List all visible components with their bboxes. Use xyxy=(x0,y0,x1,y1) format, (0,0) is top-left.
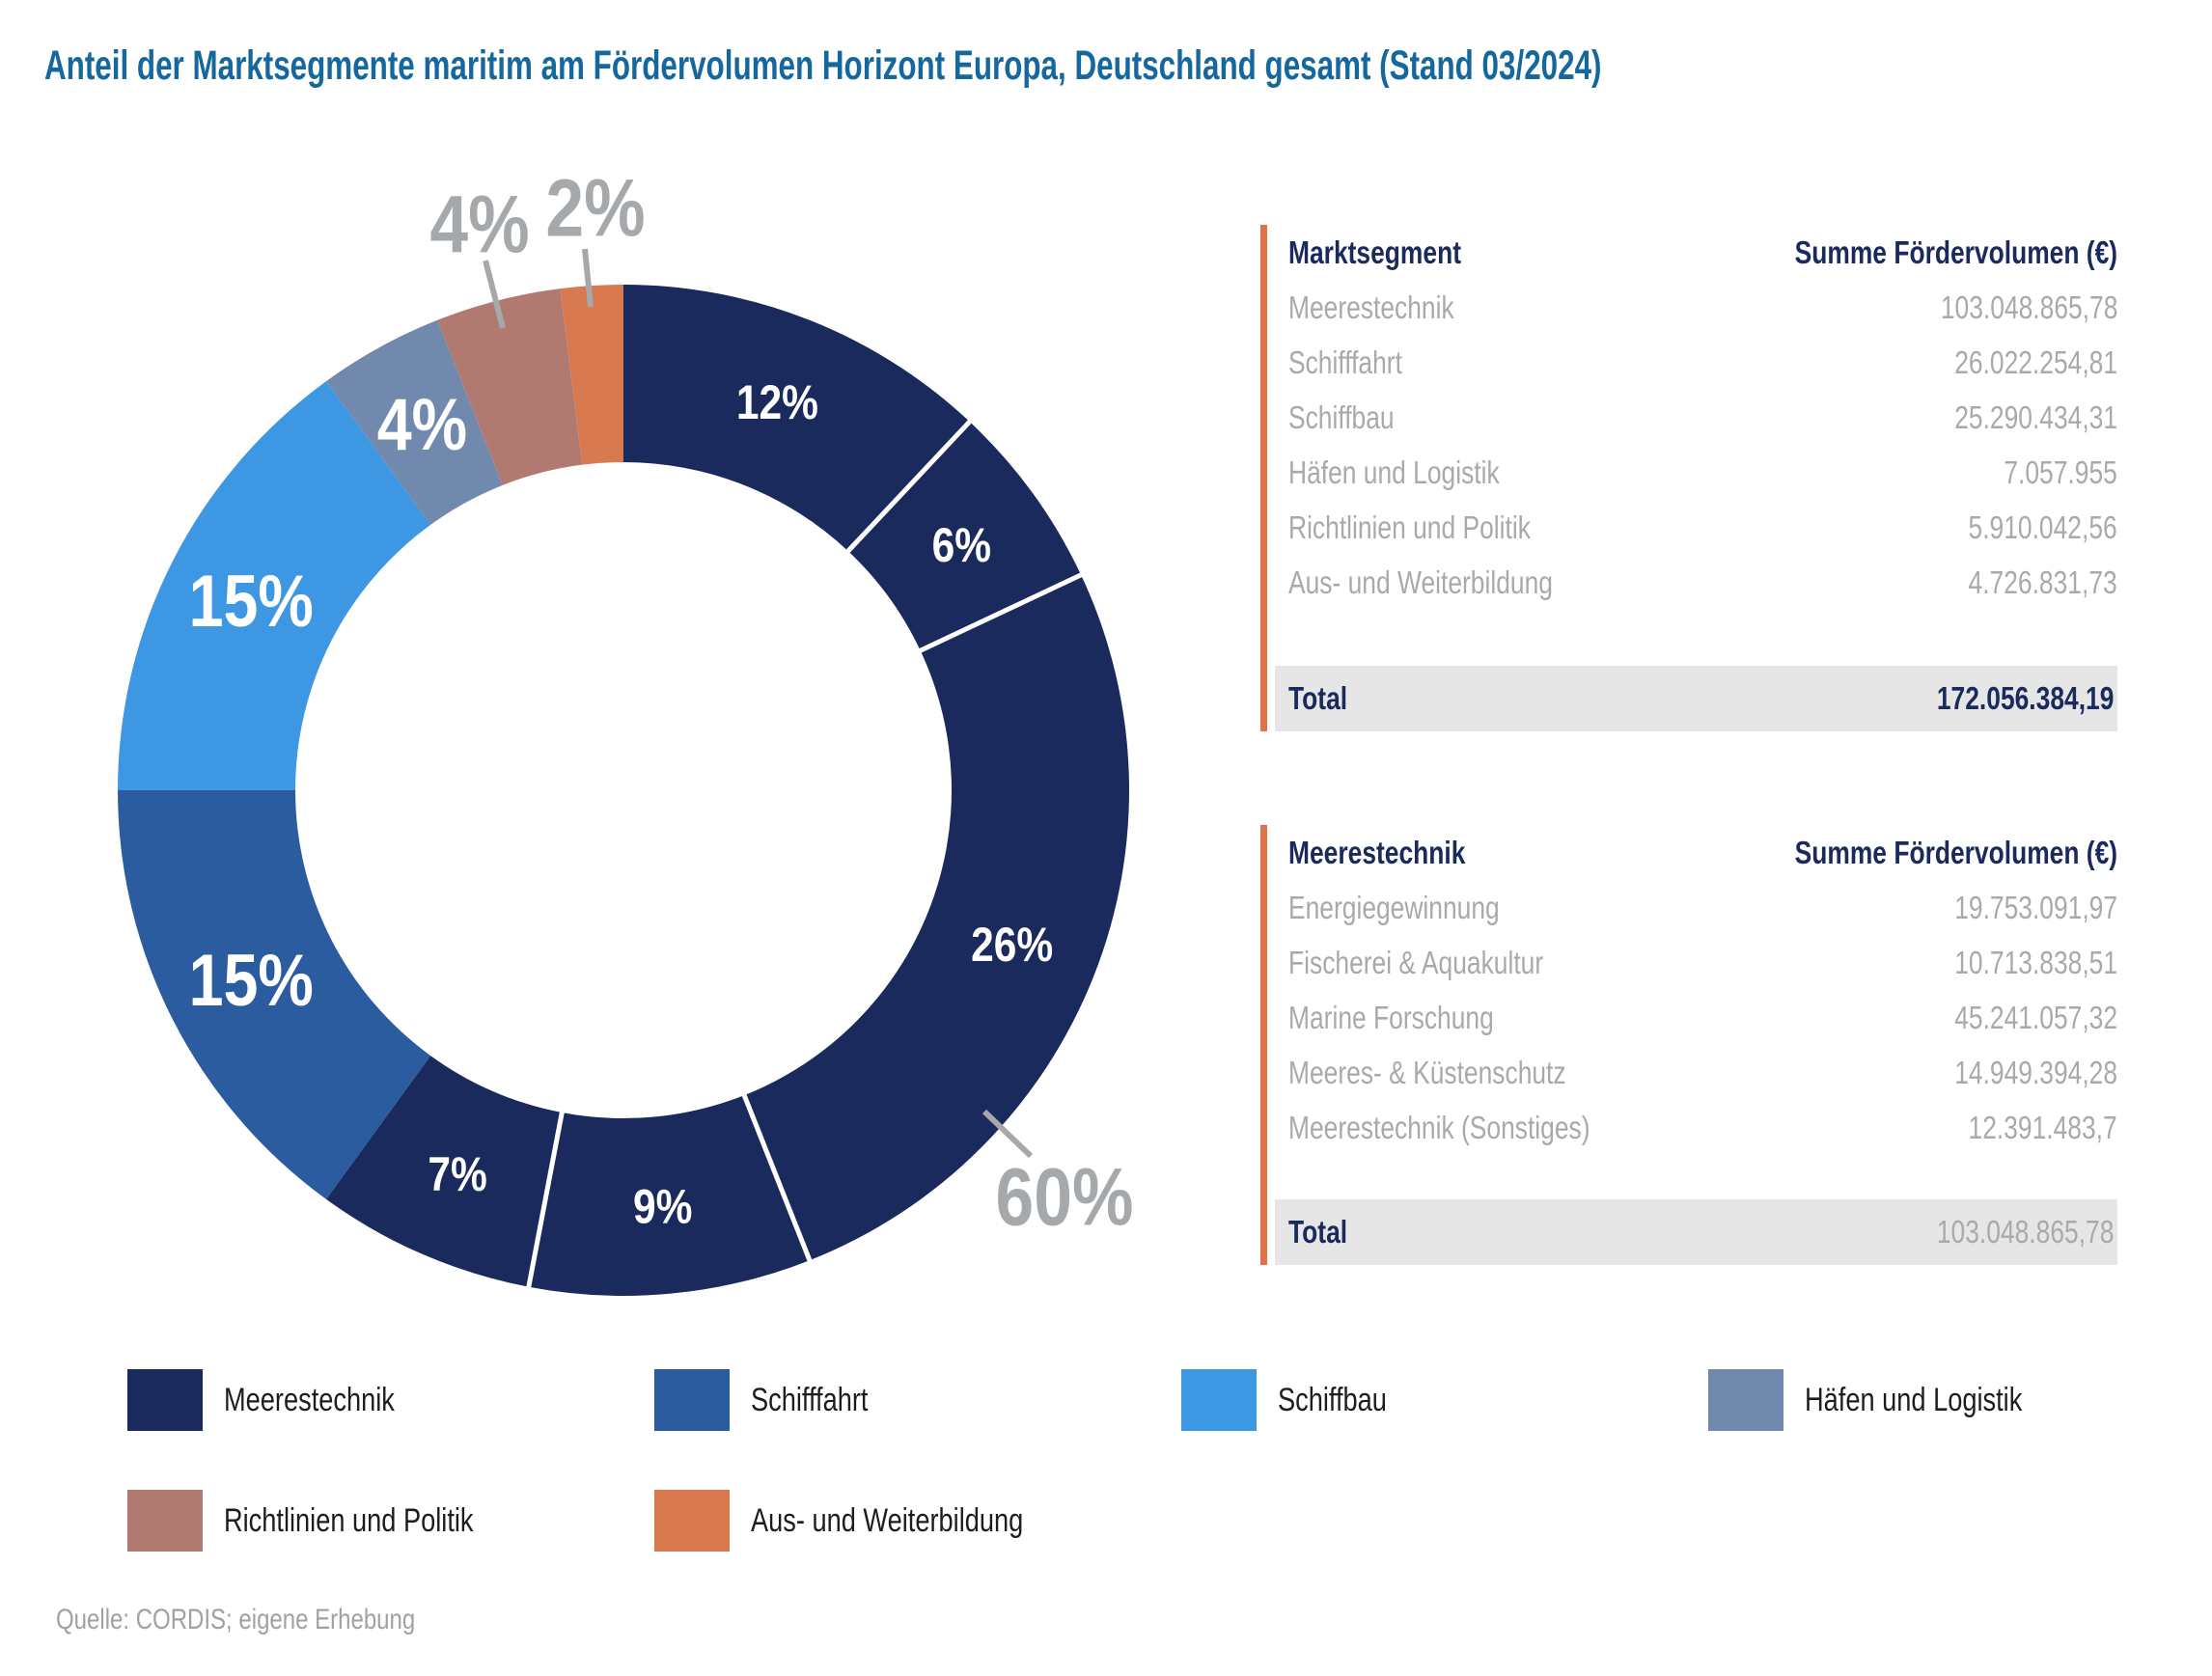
legend-swatch xyxy=(1181,1369,1257,1431)
callout-leader-line xyxy=(982,1109,1034,1159)
table-total-row: Total 103.048.865,78 xyxy=(1275,1199,2117,1265)
table-row: Marine Forschung 45.241.057,32 xyxy=(1288,999,2117,1035)
table-row: Meerestechnik 103.048.865,78 xyxy=(1288,288,2117,325)
donut-percent-label: 4% xyxy=(377,383,467,465)
donut-percent-label: 15% xyxy=(189,939,314,1021)
donut-slice xyxy=(118,381,431,790)
donut-slice xyxy=(437,288,583,485)
legend-item-meerestechnik: Meerestechnik xyxy=(127,1369,654,1431)
table-row: Schiffbau 25.290.434,31 xyxy=(1288,398,2117,435)
table-header-sum: Summe Fördervolumen (€) xyxy=(1794,834,2117,870)
slice-divider-line xyxy=(917,571,1085,654)
legend-item-schifffahrt: Schifffahrt xyxy=(654,1369,1181,1431)
slice-divider-line xyxy=(525,1110,566,1290)
donut-slice xyxy=(560,285,623,465)
donut-percent-label: 2% xyxy=(545,162,645,254)
donut-percent-label: 60% xyxy=(996,1151,1134,1243)
donut-slice xyxy=(744,574,1129,1261)
legend-swatch xyxy=(1708,1369,1783,1431)
donut-percent-label: 26% xyxy=(971,918,1053,972)
legend-item-aus-und-weiterbildung: Aus- und Weiterbildung xyxy=(654,1490,1181,1552)
donut-chart: 12%6%26%9%7%15%15%4%4% 2%60% xyxy=(118,162,1134,1296)
slice-divider-line xyxy=(844,418,973,555)
table-header-row: Marktsegment Summe Fördervolumen (€) xyxy=(1288,225,2117,280)
legend-swatch xyxy=(127,1369,203,1431)
legend-swatch xyxy=(127,1490,203,1552)
table-row: Häfen und Logistik 7.057.955 xyxy=(1288,453,2117,490)
source-note: Quelle: CORDIS; eigene Erhebung xyxy=(56,1604,416,1635)
donut-percent-label: 9% xyxy=(633,1179,692,1233)
page-title: Anteil der Marktsegmente maritim am Förd… xyxy=(44,42,1602,89)
donut-slice xyxy=(528,1095,810,1296)
callout-leader-line xyxy=(582,248,594,308)
table-row: Richtlinien und Politik 5.910.042,56 xyxy=(1288,508,2117,545)
table-header-segment: Meerestechnik xyxy=(1288,834,1466,870)
donut-slice xyxy=(623,285,970,552)
table-total-row: Total 172.056.384,19 xyxy=(1275,666,2117,731)
callout-leader-line xyxy=(483,260,506,329)
table-row: Schifffahrt 26.022.254,81 xyxy=(1288,343,2117,380)
table-row: Meerestechnik (Sonstiges) 12.391.483,7 xyxy=(1288,1109,2117,1145)
table-header-row: Meerestechnik Summe Fördervolumen (€) xyxy=(1288,825,2117,880)
table-row: Fischerei & Aquakultur 10.713.838,51 xyxy=(1288,944,2117,980)
table-header-sum: Summe Fördervolumen (€) xyxy=(1794,234,2117,270)
donut-slice xyxy=(326,319,503,525)
legend-item-richtlinien-und-politik: Richtlinien und Politik xyxy=(127,1490,654,1552)
table-marktsegment: Marktsegment Summe Fördervolumen (€) Mee… xyxy=(1260,225,2117,731)
donut-percent-label: 15% xyxy=(189,560,314,642)
legend-item-haefen-und-logistik: Häfen und Logistik xyxy=(1708,1369,2212,1431)
table-row: Aus- und Weiterbildung 4.726.831,73 xyxy=(1288,563,2117,600)
legend-item-schiffbau: Schiffbau xyxy=(1181,1369,1708,1431)
table-row: Energiegewinnung 19.753.091,97 xyxy=(1288,889,2117,925)
donut-slice xyxy=(118,790,431,1199)
table-header-segment: Marktsegment xyxy=(1288,234,1461,270)
legend-swatch xyxy=(654,1490,730,1552)
donut-slice xyxy=(326,1056,563,1287)
donut-percent-label: 7% xyxy=(428,1147,486,1201)
donut-percent-label: 12% xyxy=(736,375,818,429)
donut-percent-label: 4% xyxy=(429,179,529,270)
donut-slice xyxy=(847,422,1082,651)
slice-divider-line xyxy=(741,1092,813,1263)
donut-percent-label: 6% xyxy=(932,518,991,572)
table-meerestechnik: Meerestechnik Summe Fördervolumen (€) En… xyxy=(1260,825,2117,1265)
legend: Meerestechnik Schifffahrt Schiffbau Häfe… xyxy=(127,1369,2212,1552)
legend-swatch xyxy=(654,1369,730,1431)
table-row: Meeres- & Küstenschutz 14.949.394,28 xyxy=(1288,1054,2117,1090)
